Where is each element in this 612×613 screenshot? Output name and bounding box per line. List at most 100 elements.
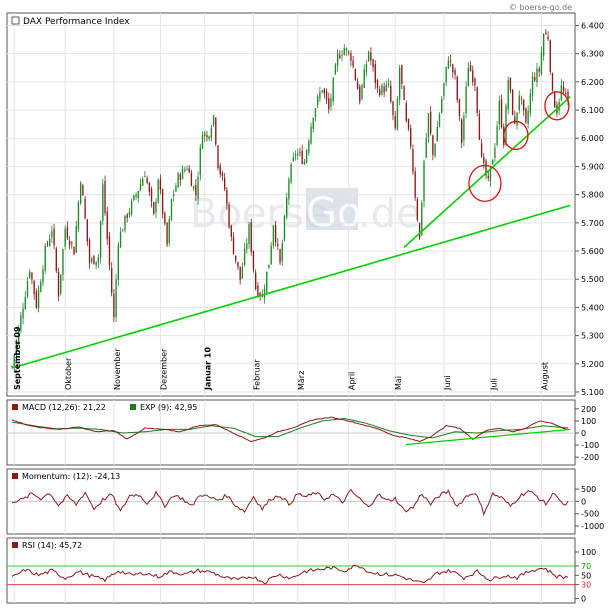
candle-body	[279, 249, 281, 263]
candle-body	[381, 85, 383, 95]
candle-body	[122, 230, 124, 232]
candle-body	[82, 185, 84, 196]
candle-body	[274, 225, 277, 243]
candle-body	[348, 51, 350, 53]
month-label: März	[297, 371, 306, 390]
price-tick-label: 6.200	[581, 78, 604, 87]
candle-body	[485, 160, 487, 176]
chart-title: DAX Performance Index	[23, 17, 130, 27]
candle-body	[235, 255, 237, 261]
month-label: April	[348, 372, 357, 390]
candle-body	[465, 86, 467, 114]
candle-body	[115, 279, 117, 318]
candle-body	[401, 64, 403, 84]
candle-body	[412, 149, 414, 172]
candle-body	[343, 48, 345, 55]
candle-body	[534, 77, 536, 81]
candle-body	[84, 198, 86, 219]
price-tick-label: 5.700	[581, 219, 604, 228]
trend-line	[403, 96, 571, 248]
candle-body	[336, 53, 339, 67]
candle-body	[312, 117, 314, 130]
candle-body	[139, 183, 142, 191]
candle-body	[124, 215, 126, 231]
candle-body	[239, 266, 241, 280]
macd-legend-line: MACD (12,26): 21,22	[22, 403, 106, 412]
candle-body	[492, 159, 494, 165]
rsi-tick-label: 50	[581, 571, 591, 580]
price-tick-label: 5.100	[581, 388, 604, 397]
candle-body	[460, 119, 463, 143]
candle-body	[268, 264, 270, 269]
month-label: August	[540, 362, 549, 390]
candle-body	[219, 165, 221, 175]
candle-body	[257, 285, 259, 297]
candle-body	[352, 60, 354, 67]
momentum-layer	[7, 488, 575, 517]
candle-body	[217, 145, 219, 168]
candle-body	[321, 90, 323, 93]
candle-body	[363, 69, 365, 88]
candle-body	[458, 99, 461, 117]
candle-body	[509, 77, 512, 91]
macd-tick-label: -100	[581, 441, 599, 450]
candle-body	[64, 228, 66, 247]
candle-body	[97, 257, 100, 263]
candle-body	[507, 79, 509, 110]
candle-body	[266, 271, 268, 293]
month-label: Juli	[489, 378, 498, 391]
candle-body	[345, 48, 348, 51]
candle-body	[259, 292, 261, 297]
candle-body	[223, 177, 226, 190]
candle-body	[99, 221, 102, 258]
candle-body	[113, 293, 115, 317]
candle-body	[531, 76, 534, 97]
candle-body	[110, 268, 113, 293]
momentum-legend: Momentum: (12): -24,13	[22, 472, 120, 481]
candle-body	[545, 32, 547, 35]
candle-body	[438, 113, 441, 127]
price-tick-label: 6.000	[581, 134, 604, 143]
candle-body	[208, 136, 210, 139]
candle-body	[181, 168, 184, 180]
candle-body	[186, 169, 188, 171]
candle-body	[248, 224, 250, 244]
price-tick-label: 5.800	[581, 191, 604, 200]
candle-body	[447, 60, 450, 69]
momentum-tick-label: -500	[581, 510, 599, 519]
candle-body	[405, 103, 407, 121]
candle-body	[294, 154, 297, 156]
candle-body	[206, 135, 208, 138]
candle-body	[133, 195, 135, 201]
candle-body	[263, 288, 266, 299]
month-label: Februar	[252, 359, 261, 390]
candle-body	[130, 200, 133, 214]
price-overlay	[11, 91, 571, 369]
candle-body	[387, 83, 390, 85]
candle-body	[106, 211, 108, 240]
candle-body	[148, 182, 151, 193]
candle-body	[62, 249, 64, 275]
candle-body	[325, 90, 328, 101]
candle-body	[246, 243, 248, 250]
candle-body	[476, 87, 478, 114]
rsi-tick-label: 100	[581, 548, 596, 557]
candle-body	[277, 243, 279, 246]
candle-body	[79, 182, 82, 204]
candle-body	[554, 92, 556, 108]
candle-body	[469, 64, 472, 72]
candle-body	[445, 66, 447, 83]
title-checkbox[interactable]	[11, 16, 20, 25]
candle-body	[166, 222, 168, 245]
candle-body	[494, 147, 496, 158]
candle-body	[75, 226, 77, 253]
rsi-tick-label: 70	[581, 562, 591, 571]
candle-body	[44, 245, 46, 271]
price-tick-label: 6.100	[581, 106, 604, 115]
rsi-panel	[6, 537, 576, 604]
candle-body	[454, 70, 456, 75]
momentum-tick-label: -1000	[581, 522, 604, 531]
candle-body	[254, 272, 257, 290]
rsi-line	[11, 564, 569, 585]
candle-body	[108, 235, 111, 266]
